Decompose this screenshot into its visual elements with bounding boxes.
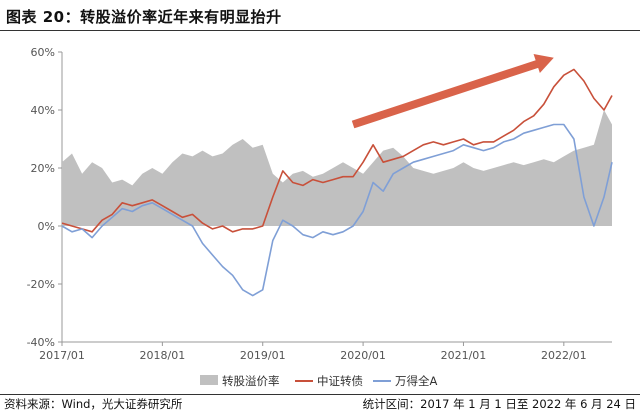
legend-wind-a-label: 万得全A (395, 374, 437, 388)
x-tick-label: 2019/01 (240, 349, 286, 362)
legend-cb-index-label: 中证转债 (317, 374, 363, 388)
title-divider (0, 30, 640, 31)
legend-premium-rate-swatch (200, 375, 218, 385)
period-note: 统计区间：2017 年 1 月 1 日至 2022 年 6 月 24 日 (362, 397, 636, 411)
y-tick-label: 60% (31, 46, 55, 59)
x-tick-label: 2020/01 (340, 349, 386, 362)
y-tick-label: -40% (27, 336, 55, 349)
source-note: 资料来源：Wind，光大证券研究所 (4, 397, 183, 411)
x-tick-label: 2017/01 (39, 349, 85, 362)
legend-premium-rate-label: 转股溢价率 (222, 374, 280, 388)
y-tick-label: 40% (31, 104, 55, 117)
trend-arrow-head (533, 53, 554, 73)
y-tick-label: 20% (31, 162, 55, 175)
cb-index-line (61, 68, 613, 233)
footer-divider (0, 394, 640, 395)
x-tick-label: 2021/01 (441, 349, 487, 362)
premium-rate-area (62, 110, 612, 226)
x-tick-label: 2022/01 (541, 349, 587, 362)
trend-arrow-shaft (351, 58, 546, 129)
x-tick-label: 2018/01 (140, 349, 186, 362)
y-tick-label: 0% (38, 220, 55, 233)
wind-a-line (61, 123, 613, 297)
chart-title: 图表 20：转股溢价率近年来有明显抬升 (6, 8, 282, 26)
y-tick-label: -20% (27, 278, 55, 291)
